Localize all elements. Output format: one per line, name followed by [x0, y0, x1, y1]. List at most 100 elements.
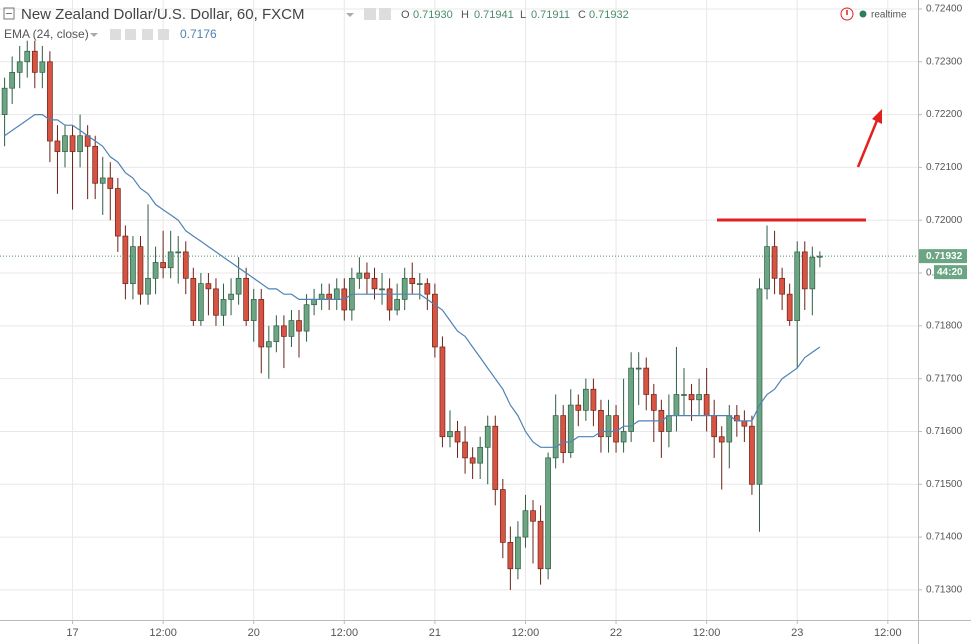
candle-body	[507, 542, 514, 570]
candle-body	[92, 145, 99, 184]
candle-body	[650, 394, 657, 411]
candle-body	[356, 272, 363, 279]
ohlc-label: L	[520, 9, 526, 21]
ohlc-label: C	[578, 9, 586, 21]
candle-body	[552, 415, 559, 459]
candle-body	[809, 256, 816, 290]
candle-body	[718, 436, 725, 443]
candle-body	[575, 404, 582, 411]
ohlc-label: O	[401, 9, 410, 21]
candle-body	[635, 367, 642, 370]
candle-body	[122, 235, 129, 284]
candle-body	[318, 293, 325, 300]
candle-body	[9, 72, 16, 89]
icon[interactable]	[364, 8, 376, 20]
candle-body	[605, 415, 612, 438]
candle-body	[114, 188, 121, 237]
indicator-value: 0.7176	[180, 27, 217, 41]
candle-body	[250, 299, 257, 321]
x-tick-label: 20	[248, 627, 260, 639]
ohlc-value: 0.71911	[531, 9, 570, 21]
candle-body	[228, 293, 234, 300]
candle-body	[379, 288, 385, 291]
y-tick-label: 0.71700	[926, 373, 963, 384]
indicator-name: EMA (24, close)	[4, 27, 89, 41]
x-tick-label: 17	[66, 627, 78, 639]
candle-body	[703, 394, 710, 416]
candle-body	[492, 425, 499, 490]
icon[interactable]	[158, 29, 169, 40]
ohlc-value: 0.71932	[589, 9, 629, 21]
candle-body	[99, 177, 106, 184]
icon[interactable]	[125, 29, 136, 40]
candle-body	[386, 288, 393, 311]
dropdown-icon[interactable]	[90, 33, 98, 37]
candle-body	[77, 135, 83, 152]
candle-body	[673, 394, 680, 416]
candle-body	[303, 304, 310, 332]
candle-body	[130, 246, 136, 284]
candle-body	[364, 272, 370, 279]
candle-body	[583, 388, 589, 411]
candle-body	[598, 409, 604, 438]
candle-body	[432, 293, 438, 348]
candle-body	[462, 441, 468, 459]
candle-body	[620, 431, 627, 443]
candle-body	[107, 177, 114, 189]
candle-body	[47, 61, 53, 142]
y-tick-label: 0.72300	[926, 56, 963, 67]
candle-body	[613, 415, 619, 443]
candle-body	[145, 277, 151, 295]
candle-body	[54, 140, 61, 152]
realtime-dot	[859, 10, 867, 18]
y-tick-label: 0.72100	[926, 162, 963, 173]
ohlc-value: 0.71930	[413, 9, 453, 21]
candle-body	[416, 283, 423, 285]
dropdown-icon[interactable]	[346, 13, 354, 17]
candle-body	[235, 277, 242, 295]
last-price-box	[919, 249, 967, 264]
candle-body	[182, 251, 189, 279]
candle-body	[786, 293, 793, 321]
x-tick-label: 12:00	[512, 627, 540, 639]
collapse-icon[interactable]	[3, 7, 15, 20]
candle-body	[265, 341, 272, 348]
candle-body	[469, 457, 476, 464]
realtime-label: realtime	[871, 10, 907, 21]
candle-body	[24, 50, 31, 63]
candle-body	[1, 87, 8, 115]
ohlc-label: H	[461, 9, 469, 21]
candle-body	[281, 325, 287, 337]
arrow-shaft[interactable]	[856, 117, 880, 168]
candle-body	[394, 299, 400, 311]
alert-icon[interactable]	[840, 7, 854, 21]
icon[interactable]	[142, 29, 153, 40]
x-tick-label: 22	[610, 627, 622, 639]
candle-body	[152, 262, 159, 279]
candle-body	[537, 520, 544, 570]
x-tick-label: 21	[429, 627, 441, 639]
x-tick-label: 12:00	[331, 627, 359, 639]
candle-body	[220, 299, 227, 316]
candle-body	[726, 415, 733, 443]
candle-body	[243, 277, 250, 321]
candle-body	[401, 277, 408, 300]
candle-body	[213, 288, 219, 316]
icon[interactable]	[379, 8, 391, 20]
candle-body	[756, 288, 763, 485]
y-tick-label: 0.71300	[926, 585, 963, 596]
candle-body	[590, 388, 597, 411]
candle-body	[484, 425, 491, 448]
candle-body	[681, 394, 687, 396]
x-tick-label: 12:00	[874, 627, 902, 639]
candle-body	[62, 135, 68, 152]
icon[interactable]	[110, 29, 121, 40]
candle-body	[499, 489, 506, 543]
toolbar-icons[interactable]	[110, 8, 391, 40]
candle-body	[522, 510, 529, 538]
arrow-head[interactable]	[872, 109, 882, 124]
y-tick-label: 0.71800	[926, 320, 963, 331]
candle-body	[696, 394, 702, 401]
y-tick-label: 0.71600	[926, 426, 963, 437]
